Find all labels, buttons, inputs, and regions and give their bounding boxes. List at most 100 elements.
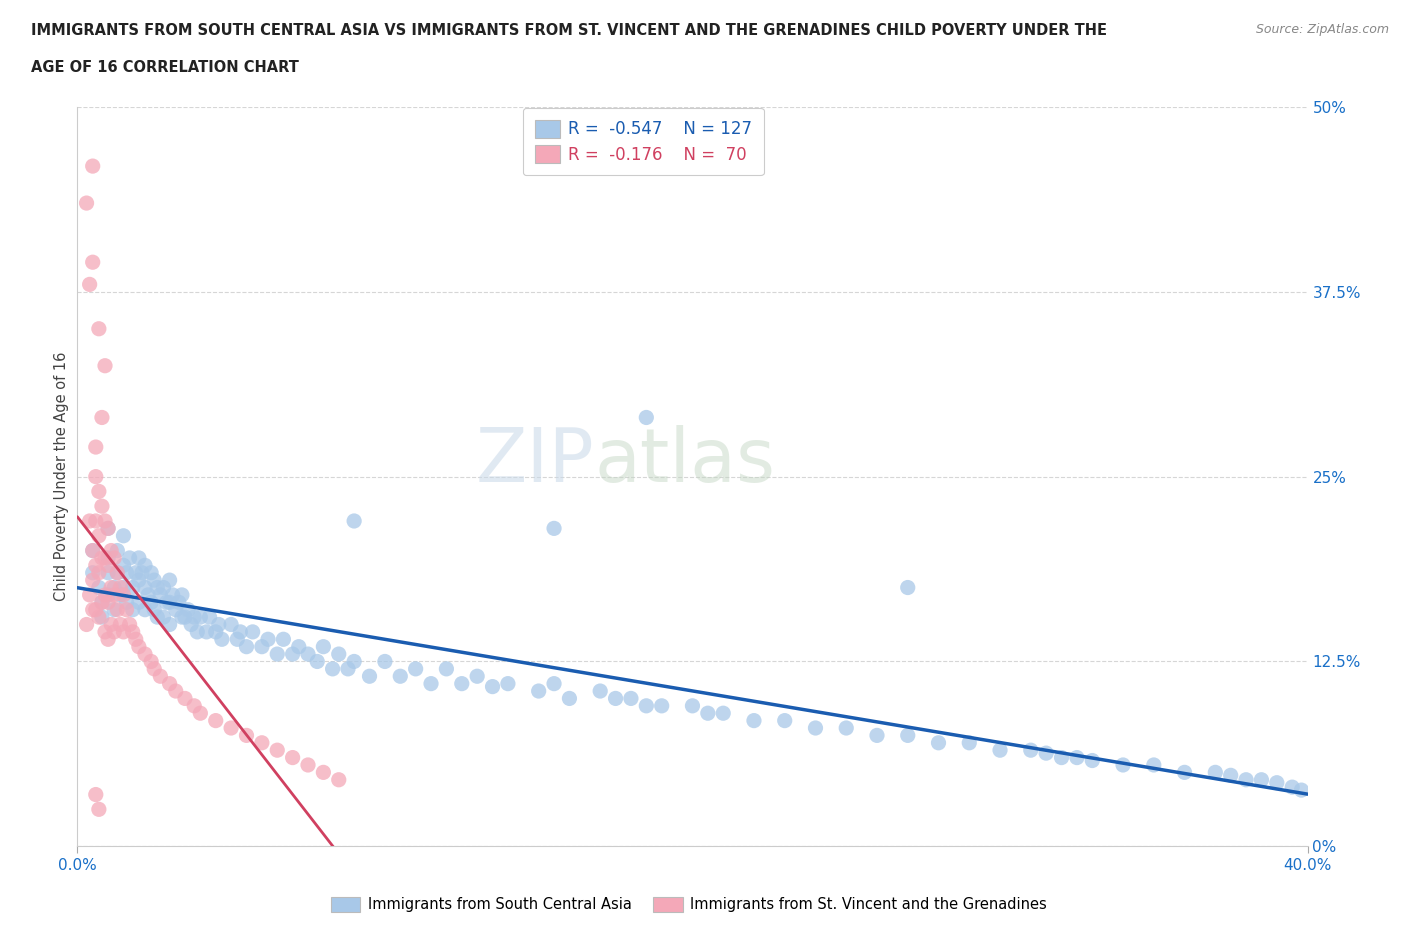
Point xyxy=(87,484,110,498)
Point xyxy=(1174,764,1197,779)
Point xyxy=(82,543,104,558)
Point xyxy=(543,676,565,691)
Point xyxy=(897,580,920,595)
Point xyxy=(159,573,181,588)
Point xyxy=(481,679,503,694)
Point xyxy=(152,580,174,595)
Point xyxy=(322,661,344,676)
Point xyxy=(219,618,242,632)
Point xyxy=(82,603,104,618)
Point xyxy=(97,595,120,610)
Point xyxy=(121,580,143,595)
Point xyxy=(112,528,135,543)
Point xyxy=(79,513,101,528)
Point xyxy=(82,159,104,174)
Point xyxy=(84,440,107,455)
Point xyxy=(543,521,565,536)
Point xyxy=(589,684,612,698)
Point xyxy=(82,543,104,558)
Point xyxy=(103,603,125,618)
Point xyxy=(527,684,550,698)
Point xyxy=(420,676,443,691)
Point xyxy=(134,603,156,618)
Point xyxy=(337,661,360,676)
Point xyxy=(211,631,233,646)
Point xyxy=(94,551,117,565)
Point xyxy=(82,565,104,580)
Point xyxy=(110,588,132,603)
Point xyxy=(266,743,288,758)
Point xyxy=(110,618,132,632)
Point xyxy=(229,624,252,639)
Point xyxy=(1112,758,1135,773)
Point xyxy=(128,573,150,588)
Point xyxy=(134,580,156,595)
Text: atlas: atlas xyxy=(595,425,775,498)
Point xyxy=(100,618,122,632)
Point xyxy=(97,521,120,536)
Y-axis label: Child Poverty Under the Age of 16: Child Poverty Under the Age of 16 xyxy=(53,352,69,602)
Point xyxy=(328,772,350,787)
Point xyxy=(103,551,125,565)
Point xyxy=(87,528,110,543)
Point xyxy=(90,410,114,425)
Point xyxy=(742,713,765,728)
Point xyxy=(405,661,427,676)
Point xyxy=(1081,753,1104,768)
Point xyxy=(174,691,197,706)
Point xyxy=(131,565,153,580)
Point xyxy=(188,610,212,625)
Point xyxy=(118,618,141,632)
Point xyxy=(174,610,197,625)
Point xyxy=(112,588,135,603)
Point xyxy=(105,565,128,580)
Point xyxy=(235,728,257,743)
Point xyxy=(97,588,120,603)
Point xyxy=(343,513,366,528)
Point xyxy=(177,603,200,618)
Point xyxy=(105,543,128,558)
Point xyxy=(149,588,172,603)
Point xyxy=(115,595,138,610)
Point xyxy=(87,580,110,595)
Point xyxy=(307,654,329,669)
Point xyxy=(76,618,98,632)
Point xyxy=(103,624,125,639)
Point xyxy=(288,639,311,654)
Point xyxy=(87,802,110,817)
Point xyxy=(136,588,159,603)
Point xyxy=(866,728,889,743)
Point xyxy=(143,661,166,676)
Point xyxy=(281,751,304,765)
Point xyxy=(146,580,169,595)
Legend: R =  -0.547    N = 127, R =  -0.176    N =  70: R = -0.547 N = 127, R = -0.176 N = 70 xyxy=(523,108,763,175)
Point xyxy=(636,410,658,425)
Point xyxy=(328,646,350,661)
Point xyxy=(141,595,163,610)
Point xyxy=(208,618,231,632)
Point xyxy=(226,631,249,646)
Point xyxy=(219,721,242,736)
Point xyxy=(121,624,143,639)
Point xyxy=(167,595,190,610)
Point xyxy=(94,358,117,373)
Point xyxy=(100,580,122,595)
Point xyxy=(198,610,221,625)
Point xyxy=(1019,743,1042,758)
Point xyxy=(183,610,205,625)
Point xyxy=(1035,746,1057,761)
Point xyxy=(97,558,120,573)
Point xyxy=(125,631,148,646)
Point xyxy=(146,610,169,625)
Point xyxy=(84,787,107,802)
Point xyxy=(711,706,734,721)
Point xyxy=(1143,758,1166,773)
Point xyxy=(100,543,122,558)
Point xyxy=(97,565,120,580)
Point xyxy=(450,676,472,691)
Point xyxy=(159,676,181,691)
Point xyxy=(436,661,458,676)
Point xyxy=(957,736,980,751)
Point xyxy=(496,676,519,691)
Point xyxy=(312,639,335,654)
